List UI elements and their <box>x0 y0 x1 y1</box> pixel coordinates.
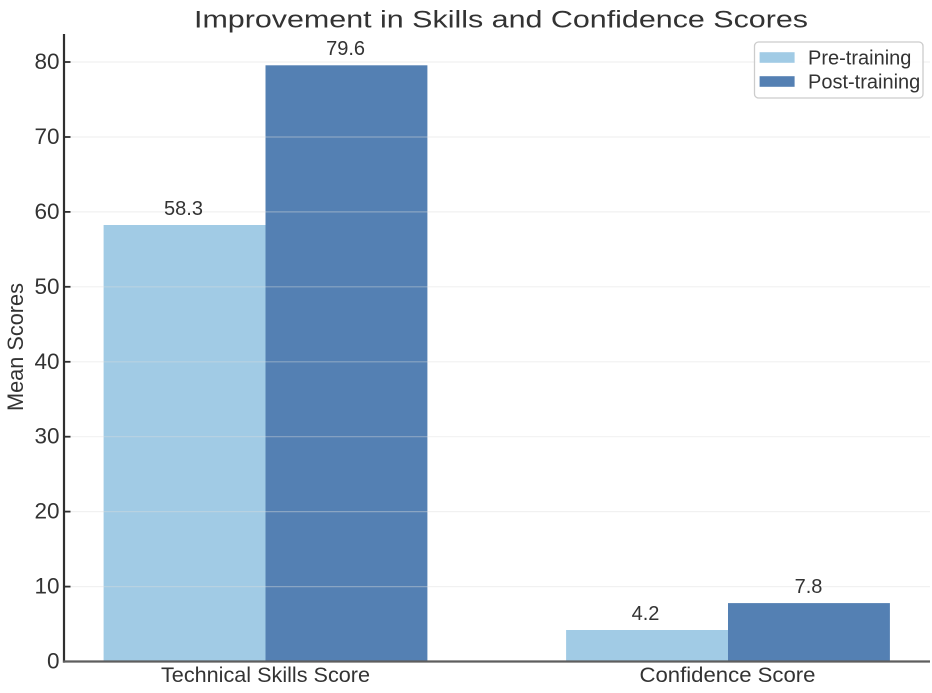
svg-text:Confidence Score: Confidence Score <box>640 664 816 687</box>
svg-text:50: 50 <box>34 274 59 299</box>
svg-text:30: 30 <box>34 424 59 449</box>
svg-text:4.2: 4.2 <box>632 603 660 625</box>
svg-text:0: 0 <box>47 649 60 674</box>
svg-text:79.6: 79.6 <box>326 38 365 60</box>
svg-text:Technical Skills Score: Technical Skills Score <box>161 664 370 687</box>
svg-text:Pre-training: Pre-training <box>808 47 911 69</box>
svg-text:Post-training: Post-training <box>808 71 920 93</box>
svg-text:58.3: 58.3 <box>164 198 203 220</box>
svg-text:70: 70 <box>34 124 59 149</box>
svg-text:20: 20 <box>34 499 59 524</box>
svg-text:7.8: 7.8 <box>795 576 823 598</box>
svg-text:60: 60 <box>34 199 59 224</box>
svg-text:Mean Scores: Mean Scores <box>3 283 28 411</box>
svg-text:10: 10 <box>34 574 59 599</box>
svg-text:40: 40 <box>34 349 59 374</box>
svg-text:80: 80 <box>34 49 59 74</box>
svg-text:Improvement in Skills and Conf: Improvement in Skills and Confidence Sco… <box>194 7 808 34</box>
